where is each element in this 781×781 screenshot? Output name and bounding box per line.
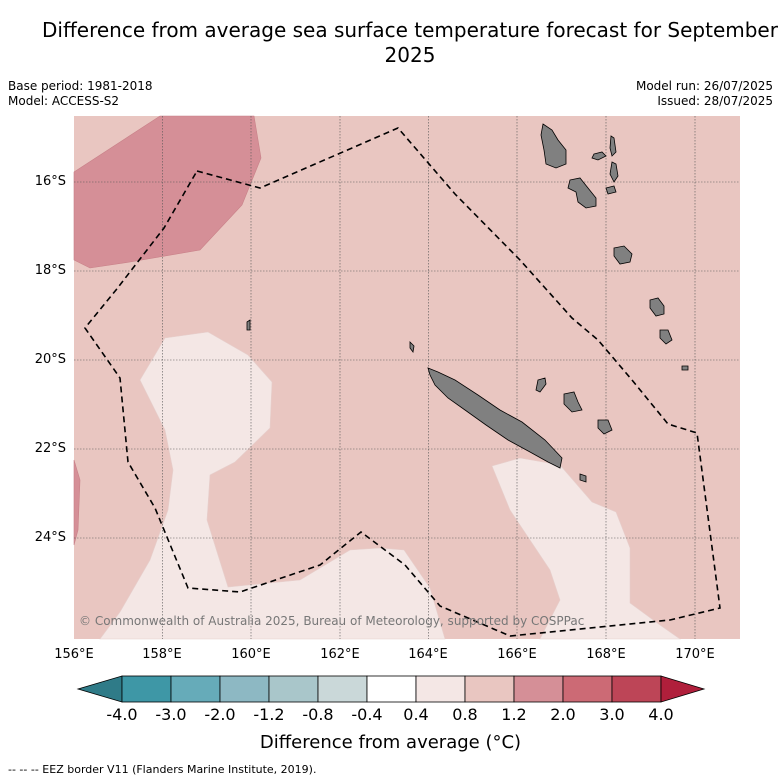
warm-anomaly-edge (73, 459, 81, 546)
lat-label-20s: 20°S (34, 352, 66, 367)
vanuatu-tanna (659, 329, 673, 345)
lat-label-22s: 22°S (34, 441, 66, 456)
colorbar-bin-6 (366, 675, 417, 703)
colorbar-tick: 2.0 (550, 705, 576, 724)
vanuatu-pentecost (609, 161, 619, 183)
base-period: Base period: 1981-2018 (8, 79, 153, 93)
model-name: Model: ACCESS-S2 (8, 94, 120, 108)
colorbar (76, 675, 706, 703)
lon-label-160e: 160°E (231, 647, 271, 662)
vanuatu-malakula (567, 177, 597, 209)
colorbar-over-arrow (660, 675, 706, 703)
cool-anomaly-patch-east (491, 457, 681, 640)
colorbar-bin-2 (170, 675, 221, 703)
colorbar-title: Difference from average (°C) (259, 732, 522, 753)
colorbar-bin-10 (562, 675, 613, 703)
vanuatu-maewo (609, 135, 617, 157)
lat-label-18s: 18°S (34, 263, 66, 278)
loyalty-mare (597, 419, 613, 435)
meta-left: Base period: 1981-2018 Model: ACCESS-S2 (8, 79, 153, 109)
lat-label-24s: 24°S (34, 530, 66, 545)
colorbar-bin-5 (317, 675, 368, 703)
colorbar-tick: -2.0 (204, 705, 236, 724)
graticule (74, 116, 740, 639)
copyright-notice: © Commonwealth of Australia 2025, Bureau… (79, 614, 585, 628)
colorbar-bin-11 (611, 675, 662, 703)
colorbar-tick: 4.0 (648, 705, 674, 724)
colorbar-tick: -3.0 (155, 705, 187, 724)
cool-anomaly-patch-west (99, 331, 446, 640)
isle-of-pines (579, 473, 587, 483)
islet-b (246, 319, 251, 331)
colorbar-tick: -1.2 (253, 705, 285, 724)
eez-footnote: -- -- -- EEZ border V11 (Flanders Marine… (8, 763, 317, 776)
model-run: Model run: 26/07/2025 (635, 79, 773, 93)
vanuatu-espiritu-santo (540, 123, 567, 169)
islands (246, 123, 689, 483)
chart-title: Difference from average sea surface temp… (42, 18, 778, 67)
new-caledonia (427, 367, 563, 469)
loyalty-ouvea (535, 377, 547, 393)
lon-label-158e: 158°E (142, 647, 182, 662)
colorbar-tick: -0.4 (351, 705, 383, 724)
colorbar-tick: 0.8 (452, 705, 478, 724)
vanuatu-aneityum (681, 365, 689, 371)
colorbar-bin-4 (268, 675, 319, 703)
colorbar-tick: 1.2 (501, 705, 527, 724)
colorbar-tick: 3.0 (599, 705, 625, 724)
vanuatu-epi (605, 185, 617, 195)
vanuatu-efate (613, 245, 633, 265)
warm-anomaly-patch (73, 115, 262, 269)
colorbar-under-arrow (76, 675, 123, 703)
colorbar-bin-9 (513, 675, 564, 703)
meta-right: Model run: 26/07/2025 Issued: 28/07/2025 (636, 79, 773, 109)
lat-label-16s: 16°S (34, 174, 66, 189)
loyalty-lifou (563, 391, 583, 413)
colorbar-bin-8 (464, 675, 515, 703)
vanuatu-erromango (649, 297, 665, 317)
colorbar-bin-3 (219, 675, 270, 703)
colorbar-tick: -4.0 (106, 705, 138, 724)
vanuatu-ambae (591, 151, 607, 161)
colorbar-bin-1 (121, 675, 172, 703)
colorbar-bin-7 (415, 675, 466, 703)
islet-a (409, 341, 415, 353)
lon-label-168e: 168°E (586, 647, 626, 662)
eez-border (83, 127, 721, 637)
lon-label-164e: 164°E (408, 647, 448, 662)
issued-date: Issued: 28/07/2025 (657, 94, 773, 108)
lon-label-162e: 162°E (320, 647, 360, 662)
colorbar-tick: -0.8 (302, 705, 334, 724)
lon-label-170e: 170°E (675, 647, 715, 662)
lon-label-156e: 156°E (54, 647, 94, 662)
colorbar-tick: 0.4 (403, 705, 429, 724)
lon-label-166e: 166°E (497, 647, 537, 662)
